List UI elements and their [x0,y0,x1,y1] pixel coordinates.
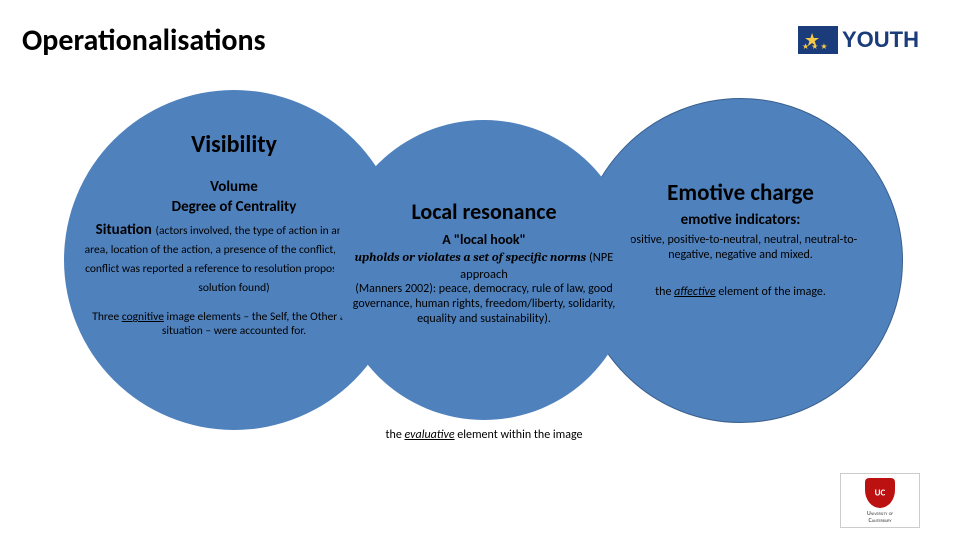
canterbury-line2: Canterbury [869,516,892,524]
slide-title: Operationalisations [22,22,266,59]
canterbury-logo-text: University of Canterbury [867,510,893,523]
emotive-caption-word: affective [674,285,715,299]
shield-icon [865,478,895,508]
local-resonance-caption-word: evaluative [405,428,455,442]
emotive-caption-pre: the [655,285,674,299]
emotive-indicators-label: emotive indicators: [596,211,886,229]
canterbury-logo: University of Canterbury [840,473,920,528]
visibility-situation-label: Situation [96,221,152,239]
local-resonance-upholds-bold: upholds or violates a set of specific no… [355,251,587,265]
eu-flag-icon [798,26,838,54]
emotive-charge-heading: Emotive charge [596,179,886,207]
local-hook-label: A "local hook" [349,231,619,248]
local-resonance-caption-post: element within the image [455,428,583,442]
local-resonance-circle: Local resonance A "local hook" upholds o… [334,120,634,420]
visibility-cognitive-line: Three cognitive image elements – the Sel… [84,310,384,339]
visibility-cognitive-prefix: Three [92,310,122,324]
visibility-centrality-label: Degree of Centrality [84,198,384,216]
local-resonance-upholds-line: upholds or violates a set of specific no… [349,250,619,282]
emotive-charge-caption: the affective element of the image. [596,285,886,300]
emotive-caption-post: element of the image. [716,285,826,299]
local-resonance-body: (Manners 2002): peace, democracy, rule o… [349,282,619,327]
visibility-volume-label: Volume [84,178,384,196]
visibility-heading: Visibility [84,130,384,159]
local-resonance-caption-pre: the [386,428,405,442]
youth-logo-text: YOUTH [842,27,919,53]
emotive-charge-body: positive, positive-to-neutral, neutral, … [596,233,886,263]
local-resonance-heading: Local resonance [349,198,619,225]
youth-logo: YOUTH [798,20,938,60]
local-resonance-caption: the evaluative element within the image [364,428,604,443]
visibility-cognitive-word: cognitive [122,310,164,324]
slide: Operationalisations YOUTH Visibility Vol… [0,0,960,540]
